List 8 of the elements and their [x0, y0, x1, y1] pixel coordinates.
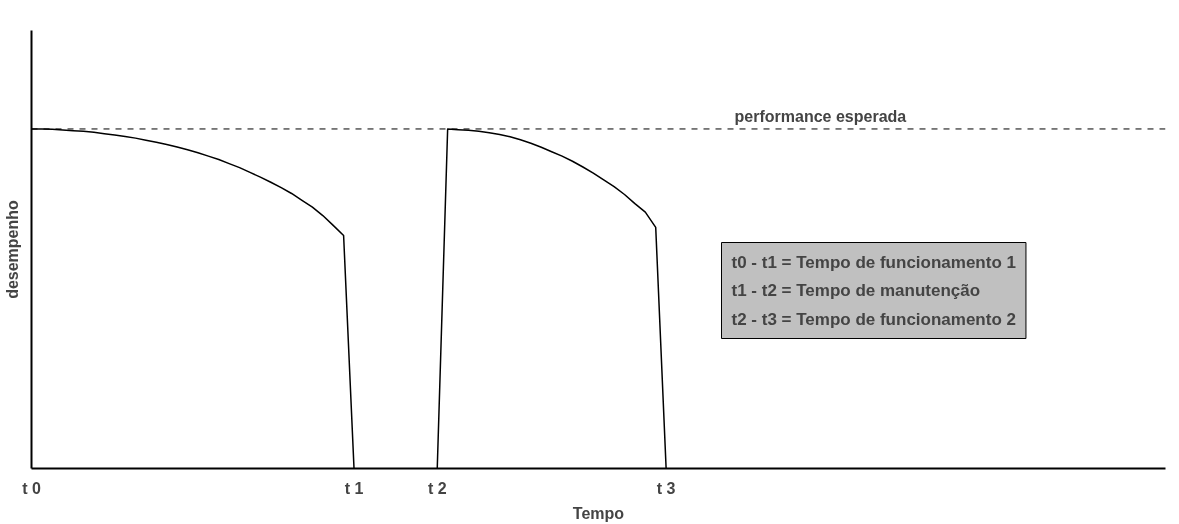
x-tick-label: t 1: [344, 479, 364, 497]
ref-line-label: performance esperada: [734, 107, 907, 125]
x-axis-title: Tempo: [572, 504, 625, 522]
annotation: t0 - t1 = Tempo de funcionamento 1 t1 - t2 = Tempo de manutenção t2 - t3 = Tempo de funcionamento 2: [731, 252, 1016, 329]
y-axis-title: desempenho: [3, 199, 21, 299]
x-tick-label: t 0: [22, 479, 41, 497]
x-tick-label: t 2: [427, 479, 447, 497]
x-tick-label: t 3: [656, 479, 676, 497]
